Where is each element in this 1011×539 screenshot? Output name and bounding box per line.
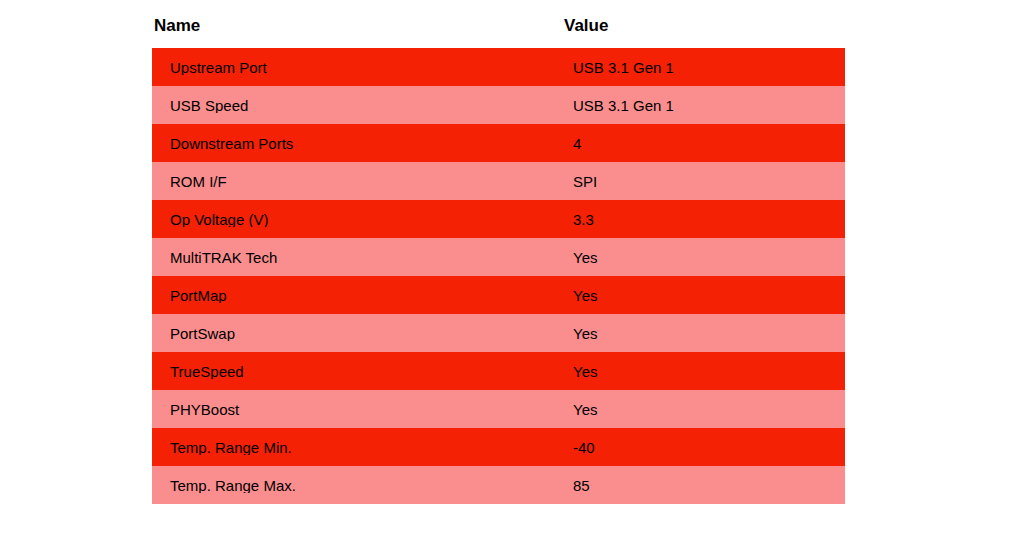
- column-header-value: Value: [564, 15, 845, 34]
- row-value-cell: USB 3.1 Gen 1: [573, 60, 845, 75]
- row-name-cell: PortMap: [170, 288, 573, 303]
- table-row: Temp. Range Min. -40: [152, 428, 845, 466]
- row-value-cell: USB 3.1 Gen 1: [573, 98, 845, 113]
- row-name-cell: MultiTRAK Tech: [170, 250, 573, 265]
- row-name-cell: USB Speed: [170, 98, 573, 113]
- table-row: MultiTRAK Tech Yes: [152, 238, 845, 276]
- row-name-cell: PortSwap: [170, 326, 573, 341]
- page: Name Value Upstream Port USB 3.1 Gen 1 U…: [0, 0, 1011, 539]
- row-value-cell: 3.3: [573, 212, 845, 227]
- column-header-name: Name: [154, 15, 564, 34]
- row-value-cell: Yes: [573, 364, 845, 379]
- table-row: Upstream Port USB 3.1 Gen 1: [152, 48, 845, 86]
- row-name-cell: TrueSpeed: [170, 364, 573, 379]
- table-row: ROM I/F SPI: [152, 162, 845, 200]
- row-name-cell: Op Voltage (V): [170, 212, 573, 227]
- row-value-cell: Yes: [573, 288, 845, 303]
- table-row: USB Speed USB 3.1 Gen 1: [152, 86, 845, 124]
- row-name-cell: ROM I/F: [170, 174, 573, 189]
- row-name-cell: Downstream Ports: [170, 136, 573, 151]
- table-body: Upstream Port USB 3.1 Gen 1 USB Speed US…: [152, 48, 845, 504]
- table-row: Op Voltage (V) 3.3: [152, 200, 845, 238]
- row-value-cell: -40: [573, 440, 845, 455]
- row-value-cell: SPI: [573, 174, 845, 189]
- row-value-cell: 4: [573, 136, 845, 151]
- table-row: PortSwap Yes: [152, 314, 845, 352]
- row-value-cell: Yes: [573, 402, 845, 417]
- table-row: Temp. Range Max. 85: [152, 466, 845, 504]
- table-row: TrueSpeed Yes: [152, 352, 845, 390]
- row-name-cell: PHYBoost: [170, 402, 573, 417]
- row-value-cell: 85: [573, 478, 845, 493]
- row-value-cell: Yes: [573, 326, 845, 341]
- row-name-cell: Upstream Port: [170, 60, 573, 75]
- table-row: Downstream Ports 4: [152, 124, 845, 162]
- table-header-row: Name Value: [152, 0, 845, 48]
- row-name-cell: Temp. Range Min.: [170, 440, 573, 455]
- table-row: PHYBoost Yes: [152, 390, 845, 428]
- spec-table: Name Value Upstream Port USB 3.1 Gen 1 U…: [152, 0, 845, 504]
- row-value-cell: Yes: [573, 250, 845, 265]
- row-name-cell: Temp. Range Max.: [170, 478, 573, 493]
- table-row: PortMap Yes: [152, 276, 845, 314]
